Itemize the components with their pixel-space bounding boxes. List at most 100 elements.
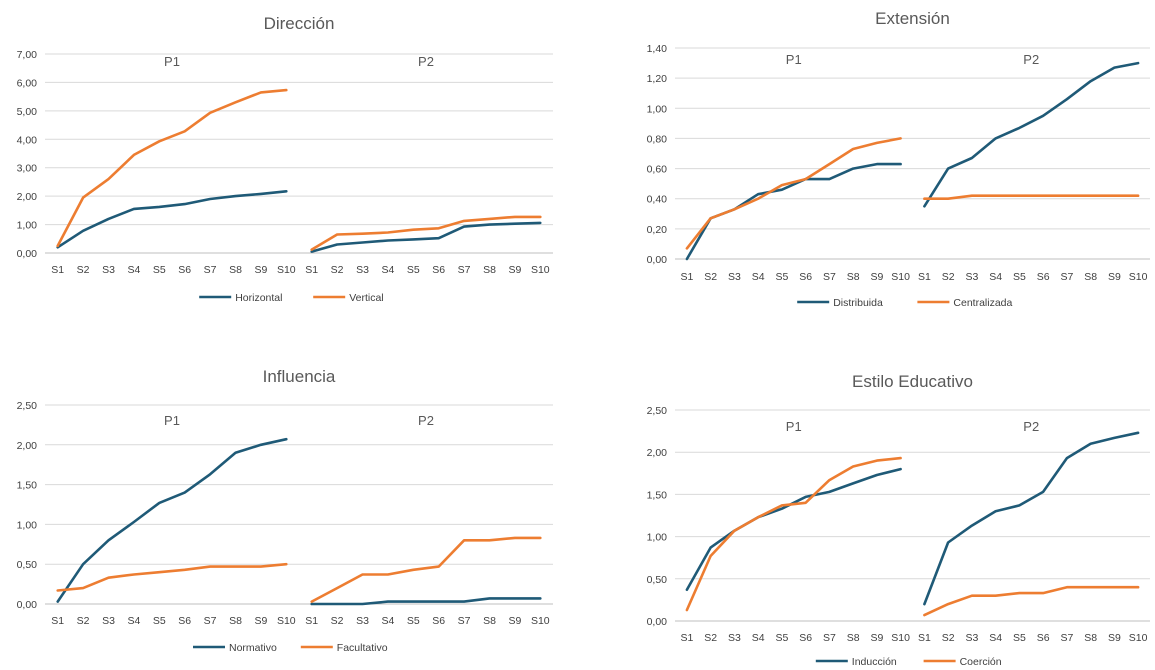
panel-label: P2 — [1023, 52, 1039, 67]
x-tick-label: S10 — [277, 264, 296, 276]
legend-label: Centralizada — [953, 297, 1012, 309]
x-tick-label: S6 — [799, 632, 812, 644]
x-tick-label: S8 — [483, 264, 496, 276]
y-tick-label: 1,40 — [647, 43, 668, 55]
chart-extension: Extensión 0,00 0,20 0,40 0,60 0,80 1,00 1,20 1,4… — [590, 0, 1155, 330]
x-tick-label: S10 — [531, 615, 550, 627]
series-line-2-p2 — [310, 536, 542, 603]
panel-label: P1 — [164, 54, 180, 69]
x-tick-label: S7 — [204, 615, 217, 627]
y-tick-label: 1,50 — [17, 480, 38, 492]
y-tick-label: 2,50 — [17, 400, 38, 412]
x-tick-label: S1 — [305, 264, 318, 276]
x-tick-label: S10 — [891, 632, 910, 644]
x-tick-label: S5 — [775, 271, 788, 283]
chart-svg: Dirección 0,00 1,00 2,00 3,00 4,00 5,00 6,00 7,0… — [17, 14, 553, 304]
y-tick-label: 3,00 — [17, 163, 38, 175]
panel-label: P2 — [418, 413, 434, 428]
x-tick-label: S1 — [918, 632, 931, 644]
y-tick-label: 7,00 — [17, 49, 38, 61]
chart-svg: Extensión 0,00 0,20 0,40 0,60 0,80 1,00 1,20 1,4… — [647, 9, 1150, 309]
y-tick-label: 0,50 — [17, 559, 38, 571]
x-tick-label: S10 — [531, 264, 550, 276]
y-tick-label: 2,00 — [17, 191, 38, 203]
chart-direccion: Dirección 0,00 1,00 2,00 3,00 4,00 5,00 6,00 7,0… — [0, 0, 570, 320]
x-tick-label: S4 — [989, 271, 1002, 283]
legend-label: Horizontal — [235, 292, 282, 304]
series-line-2-p2 — [923, 585, 1140, 617]
x-tick-label: S3 — [728, 632, 741, 644]
x-tick-label: S5 — [407, 615, 420, 627]
y-tick-label: 1,20 — [647, 73, 668, 85]
series-line-2-p1 — [56, 88, 288, 248]
legend-label: Vertical — [349, 292, 383, 304]
x-tick-label: S5 — [775, 632, 788, 644]
x-tick-label: S7 — [204, 264, 217, 276]
x-tick-label: S2 — [331, 615, 344, 627]
x-tick-label: S9 — [870, 271, 883, 283]
x-tick-label: S3 — [102, 264, 115, 276]
series-line-1-p2 — [310, 597, 542, 606]
x-tick-label: S3 — [965, 632, 978, 644]
x-tick-label: S4 — [752, 632, 765, 644]
series-line-2-p1 — [685, 456, 902, 612]
series-line-2-p2 — [310, 215, 542, 251]
chart-svg: Influencia 0,00 0,50 1,00 1,50 2,00 2,50 S1 S2 S3… — [17, 367, 553, 654]
y-tick-label: 0,00 — [17, 599, 38, 611]
x-tick-label: S2 — [942, 271, 955, 283]
x-tick-label: S3 — [102, 615, 115, 627]
y-tick-label: 1,00 — [17, 220, 38, 232]
x-tick-label: S8 — [229, 264, 242, 276]
x-tick-label: S8 — [847, 632, 860, 644]
x-tick-label: S4 — [989, 632, 1002, 644]
x-tick-label: S8 — [1084, 271, 1097, 283]
x-tick-label: S6 — [432, 264, 445, 276]
y-tick-label: 0,20 — [647, 224, 668, 236]
y-tick-label: 4,00 — [17, 134, 38, 146]
chart-svg: Estilo Educativo 0,00 0,50 1,00 1,50 2,00 2,50… — [647, 372, 1150, 668]
series-line-2-p2 — [923, 194, 1140, 200]
y-tick-label: 6,00 — [17, 77, 38, 89]
x-tick-label: S8 — [483, 615, 496, 627]
chart-title: Extensión — [875, 9, 950, 28]
x-tick-label: S6 — [432, 615, 445, 627]
x-tick-label: S6 — [178, 615, 191, 627]
panel-label: P1 — [786, 52, 802, 67]
panel-label: P2 — [1023, 419, 1039, 434]
x-tick-label: S5 — [407, 264, 420, 276]
x-tick-label: S7 — [1060, 271, 1073, 283]
x-tick-label: S2 — [331, 264, 344, 276]
series-line-1-p1 — [685, 162, 902, 261]
x-tick-label: S7 — [823, 632, 836, 644]
y-tick-label: 5,00 — [17, 106, 38, 118]
x-tick-label: S6 — [1037, 271, 1050, 283]
x-tick-label: S3 — [356, 615, 369, 627]
x-tick-label: S1 — [918, 271, 931, 283]
legend-label: Facultativo — [337, 642, 388, 654]
chart-influencia: Influencia 0,00 0,50 1,00 1,50 2,00 2,50 S1 S2 S3… — [0, 355, 570, 670]
series-line-1-p2 — [923, 431, 1140, 606]
y-tick-label: 0,00 — [17, 248, 38, 260]
x-tick-label: S8 — [229, 615, 242, 627]
series-line-1-p1 — [685, 467, 902, 592]
x-tick-label: S3 — [356, 264, 369, 276]
y-tick-label: 2,00 — [647, 447, 668, 459]
legend-label: Inducción — [852, 656, 897, 668]
x-tick-label: S8 — [847, 271, 860, 283]
x-tick-label: S1 — [51, 264, 64, 276]
series-line-1-p2 — [310, 221, 542, 253]
x-tick-label: S7 — [458, 264, 471, 276]
x-tick-label: S2 — [704, 271, 717, 283]
panel-label: P1 — [164, 413, 180, 428]
y-tick-label: 0,60 — [647, 164, 668, 176]
y-tick-label: 2,00 — [17, 440, 38, 452]
y-tick-label: 2,50 — [647, 405, 668, 417]
x-tick-label: S2 — [942, 632, 955, 644]
x-tick-label: S10 — [1129, 632, 1148, 644]
x-tick-label: S4 — [381, 264, 394, 276]
series-line-1-p2 — [923, 61, 1140, 208]
x-tick-label: S2 — [704, 632, 717, 644]
x-tick-label: S9 — [508, 615, 521, 627]
y-tick-label: 1,50 — [647, 489, 668, 501]
y-tick-label: 1,00 — [647, 532, 668, 544]
